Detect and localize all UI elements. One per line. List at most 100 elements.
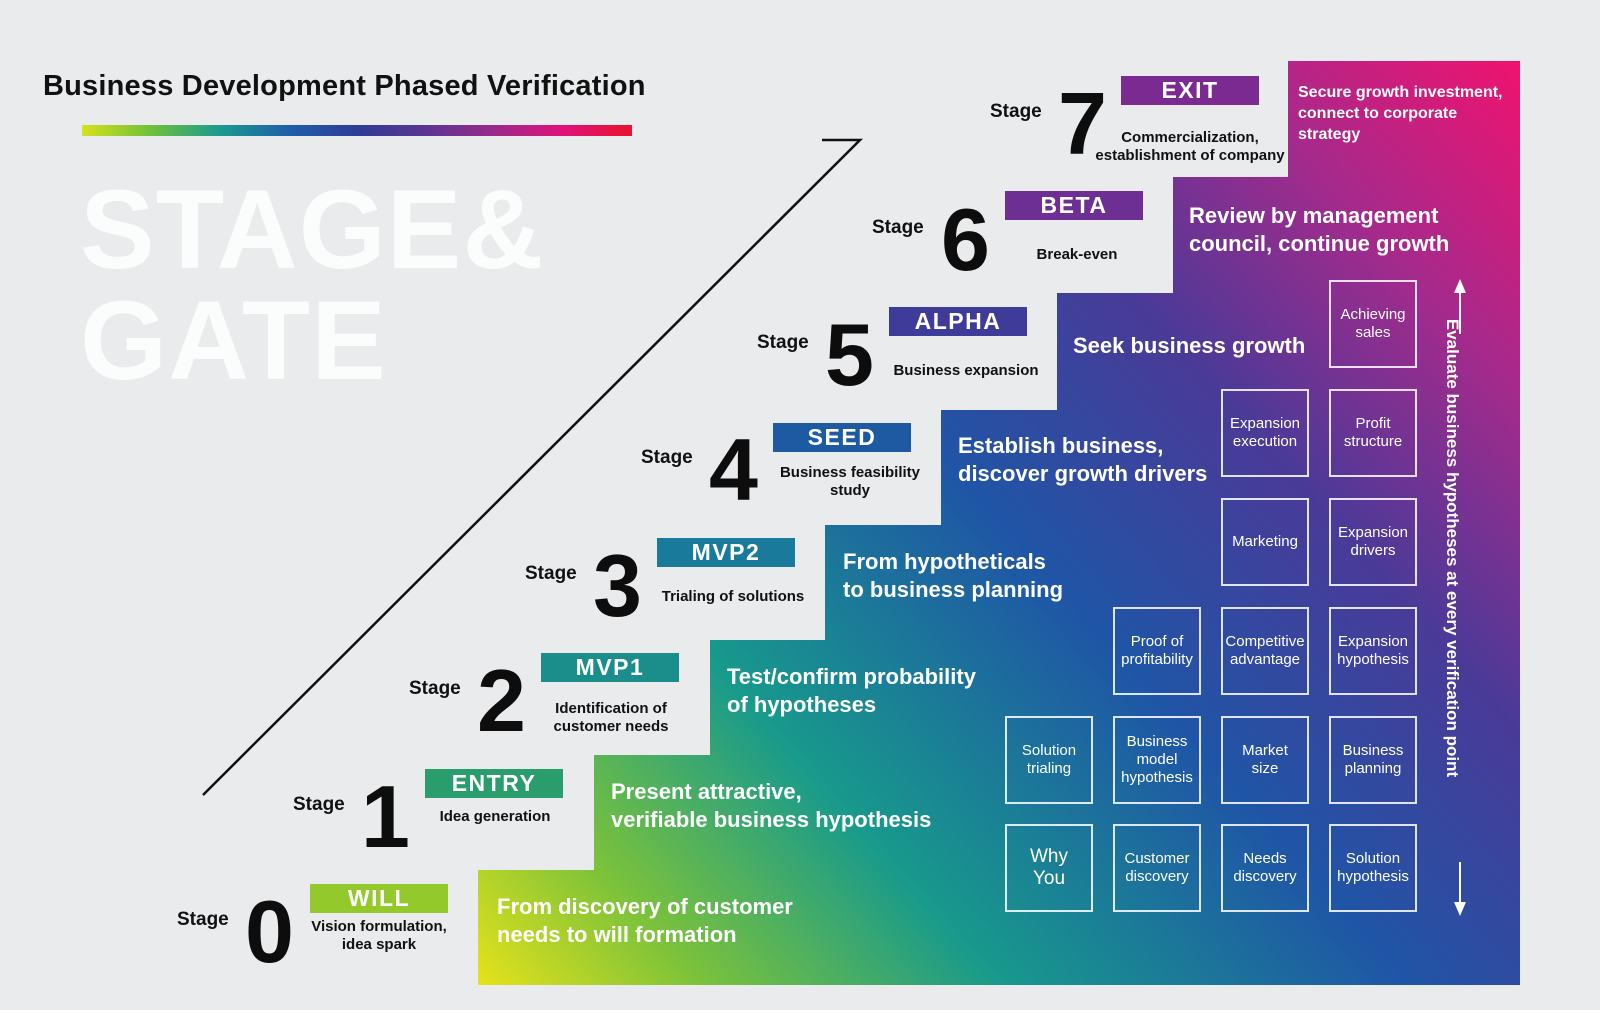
step-text-line: Present attractive,: [611, 779, 802, 804]
verification-box-line: sales: [1355, 324, 1391, 341]
page-title: Business Development Phased Verification: [43, 70, 646, 102]
step-text-line: council, continue growth: [1189, 231, 1450, 256]
verification-box: Customer discovery: [1113, 824, 1201, 912]
stage-desc-line: Idea generation: [439, 808, 551, 825]
stage-desc-line: Break-even: [1036, 246, 1118, 263]
watermark-line-2: GATE: [80, 278, 387, 403]
verification-box-line: Needs: [1243, 850, 1287, 867]
verification-box-line: hypothesis: [1337, 868, 1409, 885]
verification-box-text: Proof of profitability: [1121, 633, 1193, 669]
verification-box-line: Expansion: [1337, 633, 1409, 650]
step-text-line: of hypotheses: [727, 692, 877, 717]
verification-box: Expansion hypothesis: [1329, 607, 1417, 695]
verification-box-line: hypothesis: [1121, 769, 1193, 786]
stage-label-4: Stage: [641, 447, 693, 468]
stage-desc-2: Identification of customer needs: [553, 700, 668, 736]
verification-box-line: Achieving: [1340, 306, 1406, 323]
stage-label-1: Stage: [293, 794, 345, 815]
verification-box-text: Solution trialing: [1022, 742, 1076, 778]
verification-box-line: Expansion: [1337, 524, 1409, 541]
stage-badge-4: SEED: [773, 423, 911, 452]
title-gradient-bar: [82, 125, 632, 136]
verification-box-text: Expansion hypothesis: [1337, 633, 1409, 669]
stage-number-1: 1: [361, 767, 410, 866]
arrow-down-icon: [1454, 902, 1466, 916]
stage-desc-line: Business expansion: [893, 362, 1039, 379]
stage-desc-1: Idea generation: [440, 808, 551, 826]
stage-desc-0: Vision formulation, idea spark: [311, 918, 447, 954]
diagonal-guide-line: [202, 138, 864, 796]
verification-box-line: Competitive: [1225, 633, 1305, 650]
verification-box: Competitive advantage: [1221, 607, 1309, 695]
verification-box: Expansion drivers: [1329, 498, 1417, 586]
step-text-3: From hypotheticals to business planning: [843, 548, 1063, 604]
verification-box-line: Solution: [1021, 742, 1077, 759]
verification-box-line: structure: [1343, 433, 1403, 450]
stage-desc-6: Break-even: [1037, 246, 1118, 264]
verification-box: Needs discovery: [1221, 824, 1309, 912]
verification-box-text: Expansion drivers: [1338, 524, 1408, 560]
stage-desc-line: Trialing of solutions: [661, 588, 805, 605]
verification-box-text: Business planning: [1343, 742, 1404, 778]
verification-box-line: trialing: [1026, 760, 1072, 777]
arrow-line-top: [1459, 292, 1461, 334]
verification-box-text: Competitive advantage: [1225, 633, 1304, 669]
step-text-line: Seek business growth: [1073, 333, 1306, 358]
stage-desc-line: customer needs: [553, 718, 669, 735]
verification-box-line: drivers: [1350, 542, 1396, 559]
verification-box: Marketing: [1221, 498, 1309, 586]
step-text-line: Test/confirm probability: [727, 664, 976, 689]
stage-badge-3: MVP2: [657, 538, 795, 567]
stage-label-5: Stage: [757, 332, 809, 353]
step-text-1: Present attractive, verifiable business h…: [611, 778, 931, 834]
verification-box-line: discovery: [1125, 868, 1189, 885]
stage-number-4: 4: [709, 420, 758, 519]
verification-box-text: Profit structure: [1344, 415, 1402, 451]
verification-box-line: Profit: [1355, 415, 1391, 432]
stage-number-0: 0: [245, 882, 294, 981]
stage-label-7: Stage: [990, 101, 1042, 122]
step-text-5: Seek business growth: [1073, 332, 1305, 360]
stage-desc-5: Business expansion: [893, 362, 1038, 380]
step-text-line: Review by management: [1189, 203, 1439, 228]
verification-box: Market size: [1221, 716, 1309, 804]
step-text-line: Secure growth investment,: [1298, 84, 1503, 101]
verification-box-line: You: [1032, 868, 1066, 889]
stage-number-2: 2: [477, 651, 526, 750]
step-text-2: Test/confirm probability of hypotheses: [727, 663, 976, 719]
step-text-0: From discovery of customer needs to will …: [497, 893, 793, 949]
arrow-up-icon: [1454, 279, 1466, 293]
verification-box-line: Solution: [1345, 850, 1401, 867]
step-text-4: Establish business, discover growth drive…: [958, 432, 1207, 488]
stage-desc-3: Trialing of solutions: [662, 588, 805, 606]
stage-badge-0: WILL: [310, 884, 448, 913]
verification-box-line: Business: [1342, 742, 1404, 759]
verification-box-line: Expansion: [1229, 415, 1301, 432]
step-text-line: to business planning: [843, 577, 1064, 602]
verification-box: Solution trialing: [1005, 716, 1093, 804]
verification-box-line: Business: [1126, 733, 1188, 750]
verification-box: Business planning: [1329, 716, 1417, 804]
stage-desc-line: Commercialization,: [1121, 129, 1259, 146]
verification-box-text: Achieving sales: [1340, 306, 1405, 342]
verification-box: Expansion execution: [1221, 389, 1309, 477]
arrow-line-bottom: [1459, 862, 1461, 904]
verification-box: Business model hypothesis: [1113, 716, 1201, 804]
stage-badge-1: ENTRY: [425, 769, 563, 798]
step-text-6: Review by management council, continue gr…: [1189, 202, 1449, 258]
verification-box-text: Market size: [1242, 742, 1288, 778]
step-text-line: Establish business,: [958, 433, 1164, 458]
step-text-line: verifiable business hypothesis: [611, 807, 932, 832]
verification-box-line: Proof of: [1130, 633, 1184, 650]
stage-desc-4: Business feasibility study: [780, 464, 920, 500]
verification-box-line: Customer: [1124, 850, 1190, 867]
step-text-line: From hypotheticals: [843, 549, 1046, 574]
verification-box-line: Marketing: [1232, 533, 1298, 550]
stage-label-6: Stage: [872, 217, 924, 238]
verification-box-line: Market: [1242, 742, 1288, 759]
step-text-line: needs to will formation: [497, 922, 737, 947]
verification-box-line: profitability: [1121, 651, 1193, 668]
stage-desc-line: Identification of: [555, 700, 667, 717]
